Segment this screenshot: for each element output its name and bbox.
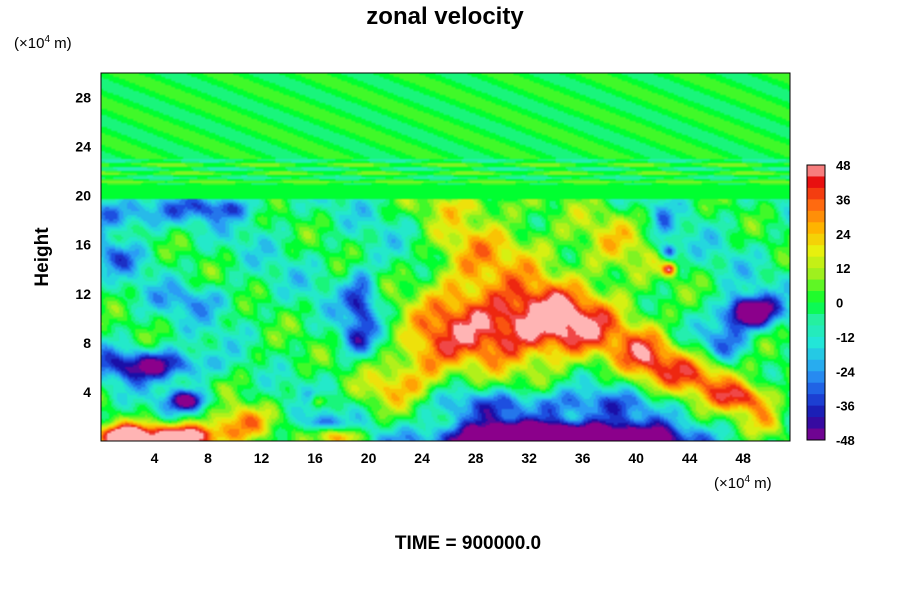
x-tick-label: 36 (575, 450, 591, 466)
colorbar-swatch (807, 348, 825, 361)
colorbar-swatch (807, 325, 825, 338)
colorbar-swatch (807, 233, 825, 246)
y-tick-label: 24 (75, 139, 91, 155)
colorbar-swatch (807, 428, 825, 441)
colorbar-tick-label: -36 (836, 399, 855, 414)
colorbar-swatch (807, 187, 825, 200)
colorbar (806, 164, 826, 441)
colorbar-swatch (807, 405, 825, 418)
colorbar-frame (806, 164, 826, 441)
colorbar-swatch (807, 313, 825, 326)
colorbar-tick-label: -48 (836, 433, 855, 448)
x-unit-label: (×104 m) (714, 474, 772, 492)
colorbar-tick-label: 48 (836, 158, 850, 173)
colorbar-tick-label: 36 (836, 192, 850, 207)
colorbar-swatch (807, 199, 825, 212)
colorbar-tick-label: -24 (836, 364, 856, 379)
colorbar-swatch (807, 268, 825, 281)
chart-title: zonal velocity (366, 3, 524, 30)
colorbar-swatch (807, 302, 825, 315)
colorbar-tick-label: 12 (836, 261, 850, 276)
time-label: TIME = 900000.0 (395, 533, 541, 554)
colorbar-swatch (807, 291, 825, 303)
plot-frame (100, 72, 791, 442)
colorbar-tick-label: 24 (836, 227, 851, 242)
colorbar-swatch (807, 222, 825, 235)
y-tick-label: 8 (83, 335, 91, 351)
y-tick-label: 4 (83, 384, 91, 400)
colorbar-swatch (807, 245, 825, 258)
colorbar-swatch (807, 336, 825, 349)
colorbar-swatch (807, 382, 825, 395)
x-tick-label: 12 (254, 450, 270, 466)
colorbar-tick-label: -12 (836, 330, 855, 345)
x-tick-label: 48 (735, 450, 751, 466)
colorbar-swatch (807, 359, 825, 372)
colorbar-swatch (807, 394, 825, 407)
colorbar-swatch (807, 256, 825, 269)
y-axis-label: Height (32, 227, 53, 287)
x-tick-label: 20 (361, 450, 377, 466)
colorbar-swatch (807, 210, 825, 223)
y-tick-label: 12 (75, 286, 91, 302)
y-tick-label: 28 (75, 90, 91, 106)
colorbar-swatch (807, 417, 825, 430)
x-tick-label: 44 (682, 450, 698, 466)
heatmap-image (101, 73, 790, 441)
colorbar-swatch (807, 279, 825, 292)
y-tick-labels: 4 8 12 16 20 24 28 (75, 90, 91, 400)
colorbar-tick-labels: 48 36 24 12 0 -12 -24 -36 -48 (836, 158, 856, 448)
x-tick-label: 4 (151, 450, 159, 466)
x-tick-label: 28 (468, 450, 484, 466)
x-tick-labels: 4 8 12 16 20 24 28 32 36 40 44 48 (151, 450, 752, 466)
y-tick-label: 20 (75, 188, 91, 204)
y-tick-label: 16 (75, 237, 91, 253)
x-tick-label: 40 (628, 450, 644, 466)
colorbar-swatch (807, 371, 825, 384)
x-tick-label: 32 (521, 450, 537, 466)
x-tick-label: 8 (204, 450, 212, 466)
y-unit-label: (×104 m) (14, 34, 72, 52)
colorbar-swatch (807, 176, 825, 189)
colorbar-swatch (807, 165, 825, 177)
x-tick-label: 24 (414, 450, 430, 466)
x-tick-label: 16 (307, 450, 323, 466)
colorbar-tick-label: 0 (836, 296, 843, 311)
